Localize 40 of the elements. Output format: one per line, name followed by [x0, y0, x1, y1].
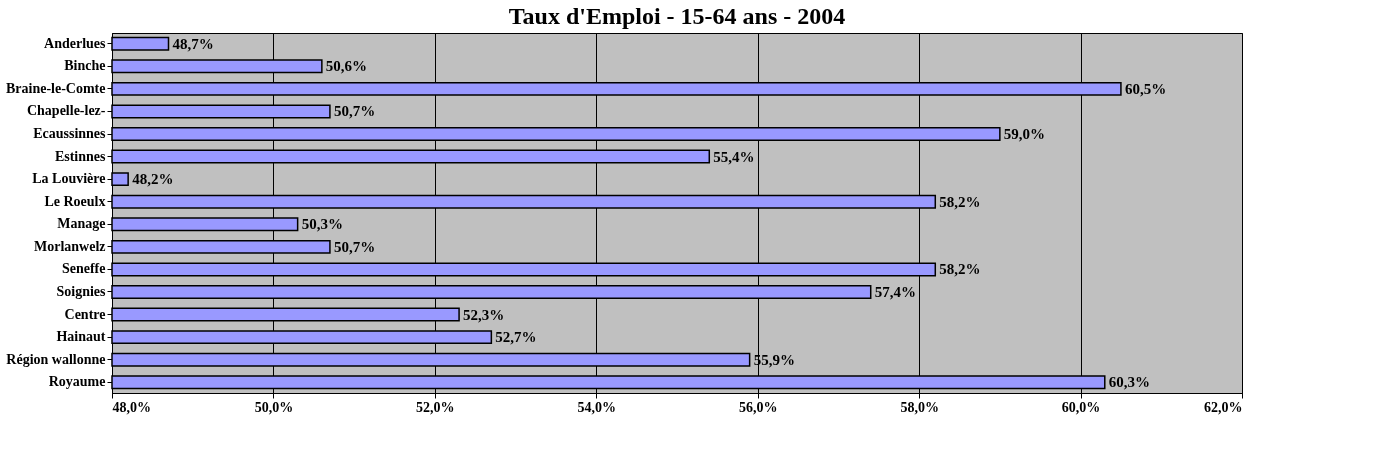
y-tick-label: Hainaut	[56, 329, 106, 345]
y-tick-label: Anderlues	[44, 35, 107, 51]
data-label: 57,4%	[874, 284, 916, 300]
x-tick-label: 58,0%	[900, 399, 939, 415]
data-label: 52,7%	[495, 329, 537, 346]
y-tick-label: Le Roeulx	[44, 193, 106, 209]
data-label: 55,4%	[713, 148, 755, 165]
data-label: 50,3%	[301, 216, 343, 233]
data-label: 59,0%	[1003, 126, 1046, 142]
y-tick-label: Binche	[64, 58, 106, 74]
data-label: 50,7%	[333, 103, 376, 120]
x-tick-label: 60,0%	[1061, 399, 1101, 415]
y-tick-label: Région wallonne	[6, 351, 106, 367]
data-label: 48,7%	[172, 35, 214, 52]
y-tick-label: Estinnes	[54, 148, 107, 164]
y-tick-label: Centre	[64, 306, 106, 322]
data-label: 52,3%	[463, 306, 505, 323]
y-tick-label: Royaume	[48, 374, 106, 390]
y-tick-label: Ecaussinnes	[33, 126, 107, 141]
y-tick-label: Seneffe	[61, 261, 106, 277]
y-tick-label: Morlanwelz	[33, 238, 106, 254]
data-label: 58,2%	[939, 193, 981, 210]
y-tick-label: Braine-le-Comte	[5, 80, 106, 96]
x-tick-label: 50,0%	[254, 399, 294, 415]
x-tick-label: 48,0%	[112, 399, 151, 415]
data-label: 50,7%	[333, 238, 376, 255]
x-tick-label: 62,0%	[1204, 399, 1243, 415]
y-tick-label: La Louvière	[32, 171, 106, 187]
data-label: 60,3%	[1108, 374, 1151, 391]
x-tick-label: 52,0%	[416, 399, 455, 415]
chart-title: Taux d'Emploi - 15-64 ans - 2004	[508, 3, 846, 29]
x-tick-label: 54,0%	[577, 399, 617, 415]
y-tick-label: Soignies	[56, 284, 107, 299]
data-label: 60,5%	[1124, 80, 1167, 97]
x-tick-label: 56,0%	[738, 399, 778, 415]
data-label: 58,2%	[939, 261, 981, 278]
y-tick-label: Manage	[57, 216, 106, 232]
data-label: 48,2%	[132, 171, 174, 188]
y-tick-label: Chapelle-lez-	[26, 103, 106, 119]
data-label: 50,6%	[325, 58, 368, 75]
